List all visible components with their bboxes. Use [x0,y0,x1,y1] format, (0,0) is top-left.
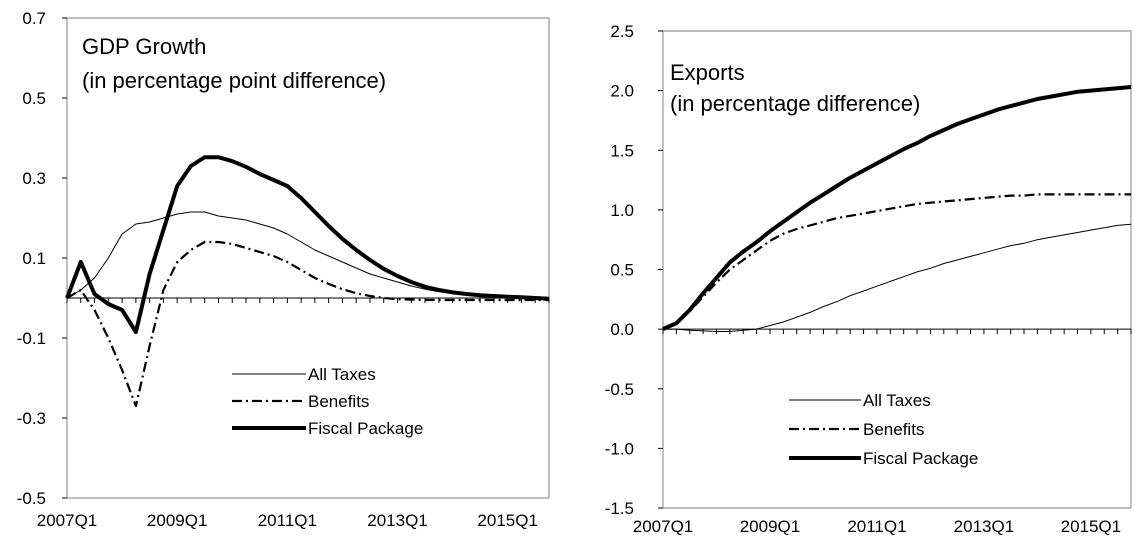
y-tick-label: -0.5 [17,489,46,508]
y-tick-label: 0.5 [610,261,634,280]
x-tick-label: 2011Q1 [847,517,906,536]
series-line-all-taxes [66,211,550,300]
y-tick-label: 1.5 [610,141,634,160]
y-tick-label: 2.5 [610,22,634,41]
y-tick-label: 0.3 [22,169,46,188]
y-tick-label: 0.0 [610,320,634,339]
y-tick-label: 2.0 [610,82,634,101]
legend-label: Fiscal Package [863,449,978,468]
legend: All Taxes Benefits Fiscal Package [232,365,423,438]
y-tick-label: 0.1 [22,249,46,268]
y-tick-label: -0.1 [17,329,46,348]
y-tick-label: -0.5 [605,380,634,399]
legend-label: Benefits [863,420,924,439]
chart-subtitle: (in percentage point difference) [82,68,386,93]
legend-label: Fiscal Package [308,419,423,438]
chart-title: Exports [670,60,745,85]
legend-label: All Taxes [863,391,931,410]
y-tick-label: 0.5 [22,89,46,108]
legend: All Taxes Benefits Fiscal Package [789,391,978,468]
series-line-fiscal-package [662,85,1132,331]
y-tick-label: 1.0 [610,201,634,220]
chart-subtitle: (in percentage difference) [670,91,920,116]
legend-label: All Taxes [308,365,376,384]
y-tick-label: -1.0 [605,439,634,458]
x-tick-label: 2007Q1 [633,517,694,536]
x-tick-label: 2015Q1 [1061,517,1122,536]
chart-1: 0.7 0.5 0.3 0.1 -0.1 -0.3 -0.5 2007Q1 2009Q1 2011… [17,9,550,530]
x-tick-label: 2015Q1 [477,511,538,530]
x-tick-label: 2009Q1 [147,511,208,530]
x-tick-label: 2011Q1 [258,511,317,530]
x-tick-label: 2007Q1 [37,511,98,530]
x-tick-label: 2009Q1 [740,517,801,536]
x-tick-label: 2013Q1 [954,517,1015,536]
chart-title: GDP Growth [82,34,206,59]
y-tick-label: -1.5 [605,499,634,518]
series-line-benefits [66,240,549,408]
series-line-fiscal-package [65,155,550,334]
series-line-benefits [662,193,1131,331]
x-tick-label: 2013Q1 [367,511,428,530]
series-line-all-taxes [663,223,1132,332]
y-tick-label: 0.7 [22,9,46,28]
y-tick-label: -0.3 [17,409,46,428]
legend-label: Benefits [308,392,369,411]
